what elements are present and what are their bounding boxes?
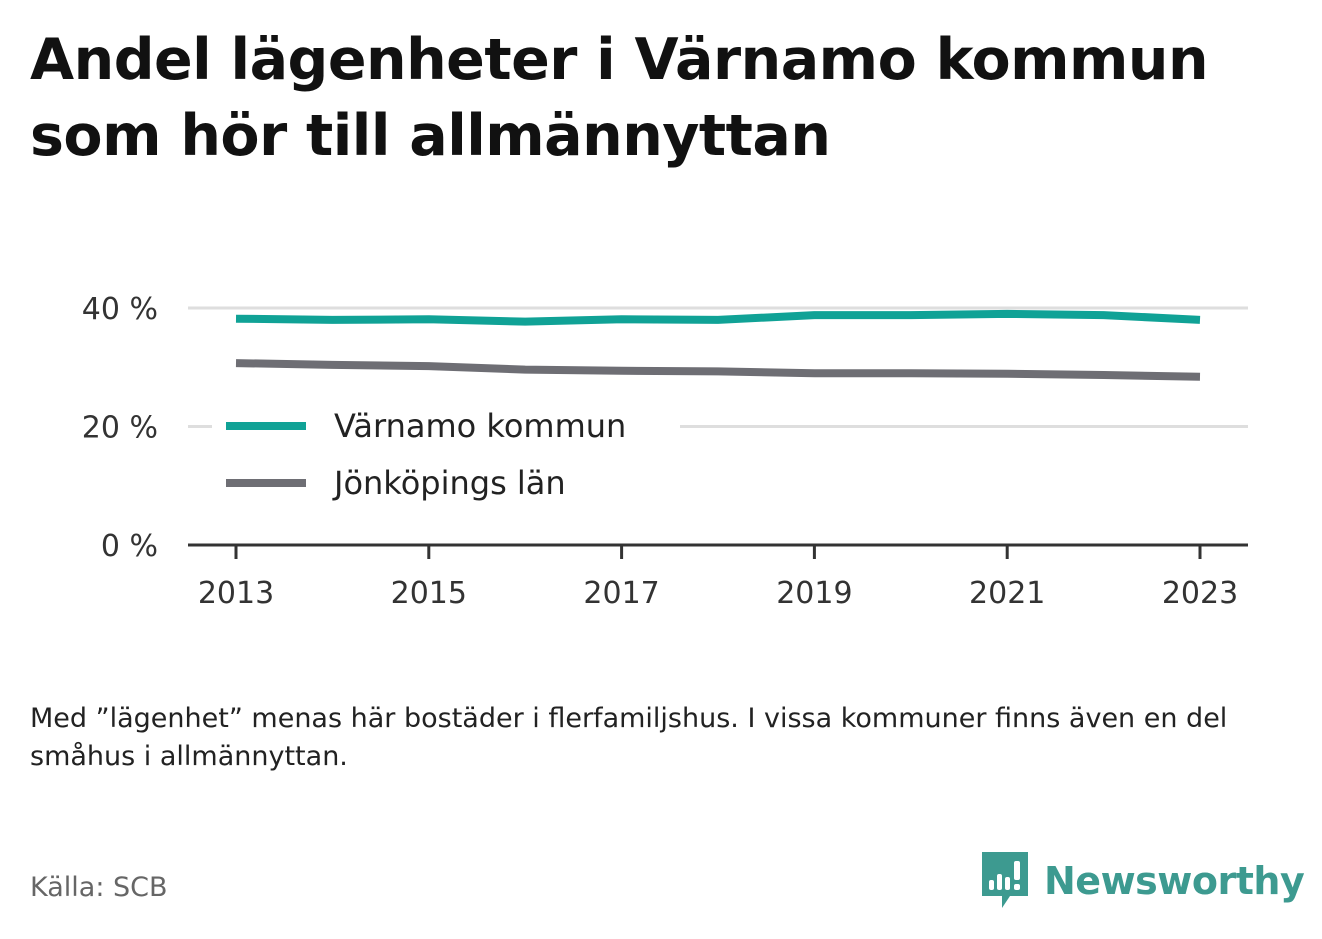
x-tick-label: 2021 (969, 576, 1045, 611)
series-lines (235, 309, 1201, 381)
chart-title-line-1: Andel lägenheter i Värnamo kommun (30, 27, 1209, 93)
x-tick-label: 2013 (198, 576, 274, 611)
newsworthy-logo-icon (982, 852, 1028, 908)
x-axis: 2013 2015 2017 2019 2021 2023 (188, 543, 1248, 611)
x-tick-label: 2023 (1162, 576, 1238, 611)
series-line-varnamo (235, 309, 1201, 326)
source-label: Källa: SCB (30, 872, 168, 903)
y-axis-labels: 0 % 20 % 40 % (82, 292, 158, 564)
y-tick-label: 40 % (82, 292, 158, 327)
x-tick-label: 2015 (391, 576, 467, 611)
legend-label-varnamo: Värnamo kommun (334, 407, 626, 445)
newsworthy-logo: Newsworthy (980, 850, 1305, 912)
legend-background (212, 400, 680, 518)
line-chart: Värnamo kommun Jönköpings län 2013 2015 20… (82, 292, 1248, 611)
x-tick-label: 2017 (583, 576, 659, 611)
chart-title-line-2: som hör till allmännyttan (30, 103, 831, 169)
series-line-lan (235, 359, 1201, 381)
chart-title: Andel lägenheter i Värnamo kommun som hö… (30, 22, 1300, 174)
y-tick-label: 0 % (101, 529, 158, 564)
chart-note: Med ”lägenhet” menas här bostäder i fler… (30, 703, 1228, 772)
x-tick-label: 2019 (776, 576, 852, 611)
newsworthy-logo-text: Newsworthy (1044, 859, 1305, 903)
y-tick-label: 20 % (82, 411, 158, 446)
legend-label-lan: Jönköpings län (332, 464, 566, 502)
legend: Värnamo kommun Jönköpings län (212, 400, 680, 518)
